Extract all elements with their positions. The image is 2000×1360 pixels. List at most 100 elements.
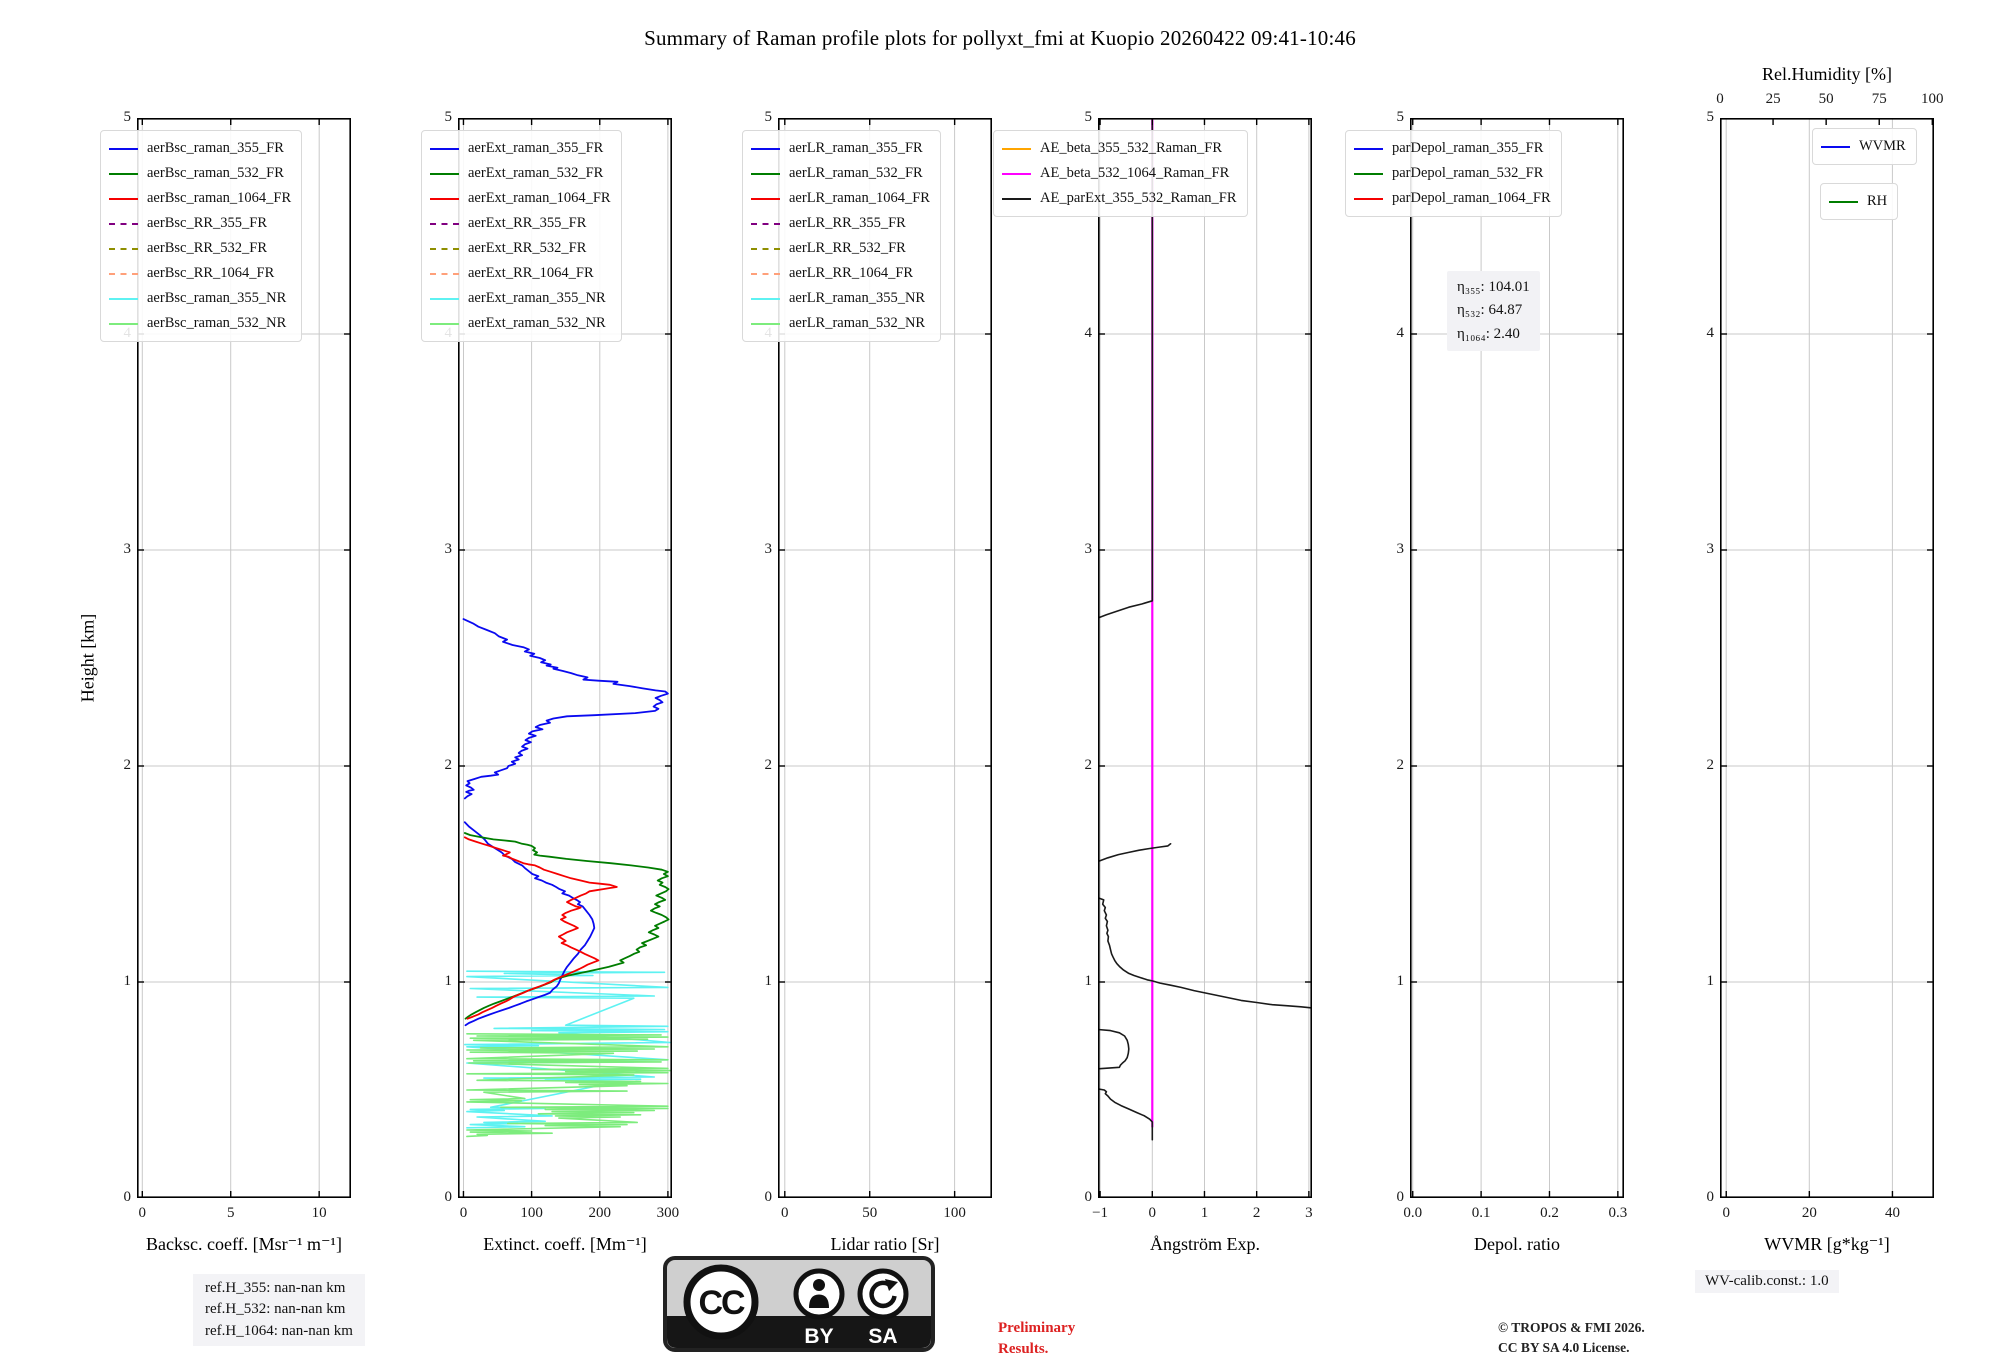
x-axis-label-extinction: Extinct. coeff. [Mm⁻¹] bbox=[483, 1234, 647, 1254]
legend-line-sample bbox=[430, 172, 459, 175]
legend-entry: aerExt_RR_355_FR bbox=[430, 211, 611, 236]
legend-entry: aerExt_raman_532_FR bbox=[430, 161, 611, 186]
legend-wvmr: WVMR bbox=[1812, 128, 1917, 165]
x-tick-label: 0.3 bbox=[1608, 1205, 1628, 1221]
axes-frame bbox=[458, 118, 672, 1198]
legend-label: AE_beta_532_1064_Raman_FR bbox=[1040, 165, 1230, 181]
ref-height-1064: ref.H_1064: nan-nan km bbox=[205, 1322, 353, 1339]
legend-label: parDepol_raman_532_FR bbox=[1392, 165, 1544, 181]
legend-label: aerLR_RR_355_FR bbox=[789, 215, 906, 231]
legend-entry: aerExt_raman_355_NR bbox=[430, 286, 611, 311]
y-tick-label: 5 bbox=[1396, 109, 1405, 125]
legend-line-sample bbox=[751, 322, 780, 325]
figure-title: Summary of Raman profile plots for polly… bbox=[644, 26, 1356, 50]
legend-label: aerLR_raman_355_NR bbox=[789, 290, 926, 306]
legend-depol: parDepol_raman_355_FR parDepol_raman_532_… bbox=[1345, 130, 1562, 217]
y-tick-label: 5 bbox=[1706, 109, 1715, 125]
legend-line-sample bbox=[1354, 172, 1383, 175]
series-aerExt_raman_1064_FR bbox=[463, 836, 618, 1020]
y-tick-label: 2 bbox=[123, 757, 132, 773]
x-tick-label: 0.1 bbox=[1471, 1205, 1491, 1221]
ref-height-355: ref.H_355: nan-nan km bbox=[205, 1280, 346, 1296]
legend-entry: aerBsc_raman_355_NR bbox=[109, 286, 291, 311]
legend-line-sample bbox=[430, 222, 459, 225]
top-tick-label: 50 bbox=[1818, 91, 1834, 107]
axes-frame bbox=[137, 118, 351, 1198]
legend-entry: parDepol_raman_532_FR bbox=[1354, 161, 1551, 186]
legend-backscatter: aerBsc_raman_355_FR aerBsc_raman_532_FR ae… bbox=[100, 130, 303, 342]
legend-line-sample bbox=[109, 297, 138, 300]
legend-entry: aerBsc_RR_355_FR bbox=[109, 211, 291, 236]
x-tick-label: 0.2 bbox=[1540, 1205, 1559, 1221]
legend-entry: aerLR_raman_355_FR bbox=[751, 136, 930, 161]
series-AE_parExt_355_532_Raman_FR bbox=[1098, 897, 1312, 1009]
legend-label: WVMR bbox=[1859, 138, 1906, 154]
legend-label: RH bbox=[1867, 193, 1888, 209]
x-tick-label: 300 bbox=[656, 1205, 680, 1221]
y-tick-label: 5 bbox=[123, 109, 132, 125]
series-aerExt_raman_532_NR bbox=[466, 1033, 671, 1138]
legend-label: aerBsc_raman_1064_FR bbox=[147, 190, 292, 206]
panel-wvmr bbox=[1720, 118, 1934, 1198]
legend-entry: aerLR_RR_1064_FR bbox=[751, 261, 930, 286]
legend-label: aerLR_RR_1064_FR bbox=[789, 265, 914, 281]
y-tick-label: 2 bbox=[764, 757, 773, 773]
top-tick-label: 100 bbox=[1921, 91, 1944, 107]
legend-line-sample bbox=[430, 272, 459, 275]
legend-entry: aerLR_RR_532_FR bbox=[751, 236, 930, 261]
top-tick-label: 0 bbox=[1716, 91, 1724, 107]
top-tick-label: 25 bbox=[1765, 91, 1781, 107]
series-aerExt_raman_355_FR bbox=[463, 821, 596, 1027]
attribution-person-icon bbox=[793, 1268, 845, 1320]
legend-label: aerExt_RR_532_FR bbox=[468, 240, 587, 256]
cc-logo-icon: CC bbox=[683, 1264, 759, 1340]
legend-entry: aerLR_RR_355_FR bbox=[751, 211, 930, 236]
legend-entry: RH bbox=[1829, 189, 1887, 214]
series-AE_parExt_355_532_Raman_FR bbox=[1098, 118, 1154, 619]
y-tick-label: 3 bbox=[123, 541, 132, 557]
legend-label: aerBsc_raman_355_NR bbox=[147, 290, 287, 306]
legend-label: aerBsc_raman_532_FR bbox=[147, 165, 284, 181]
x-tick-label: 0 bbox=[781, 1205, 789, 1221]
top-tick-label: 75 bbox=[1871, 91, 1887, 107]
panel-angstrom bbox=[1098, 118, 1312, 1198]
legend-entry: parDepol_raman_1064_FR bbox=[1354, 186, 1551, 211]
legend-line-sample bbox=[751, 172, 780, 175]
legend-entry: aerExt_RR_1064_FR bbox=[430, 261, 611, 286]
preliminary-line-1: Preliminary bbox=[998, 1320, 1076, 1336]
legend-entry: aerBsc_raman_532_FR bbox=[109, 161, 291, 186]
x-tick-label: 1 bbox=[1200, 1205, 1209, 1221]
x-tick-label: 100 bbox=[943, 1205, 966, 1221]
axes-frame bbox=[1720, 118, 1934, 1198]
cc-by-label: BY bbox=[804, 1325, 833, 1348]
legend-label: AE_parExt_355_532_Raman_FR bbox=[1040, 190, 1237, 206]
legend-entry: parDepol_raman_355_FR bbox=[1354, 136, 1551, 161]
legend-line-sample bbox=[751, 197, 780, 200]
x-tick-label: 0.0 bbox=[1403, 1205, 1423, 1221]
cc-by-sa-badge: CC BY SA bbox=[663, 1256, 935, 1352]
ref-height-532: ref.H_532: nan-nan km bbox=[205, 1301, 346, 1318]
x-tick-label: 0 bbox=[1722, 1205, 1730, 1221]
series-AE_parExt_355_532_Raman_FR bbox=[1098, 1028, 1130, 1070]
annotation-line: η₅₃₂: 64.87 bbox=[1457, 302, 1523, 319]
legend-line-sample bbox=[109, 147, 138, 150]
legend-label: aerExt_raman_355_FR bbox=[468, 140, 604, 156]
legend-label: aerExt_raman_532_FR bbox=[468, 165, 604, 181]
y-tick-label: 3 bbox=[1084, 541, 1093, 557]
legend-entry: aerLR_raman_532_NR bbox=[751, 311, 930, 336]
y-tick-label: 1 bbox=[764, 973, 773, 989]
legend-line-sample bbox=[1354, 147, 1383, 150]
legend-line-sample bbox=[1002, 172, 1031, 175]
legend-line-sample bbox=[751, 272, 780, 275]
series-aerExt_raman_532_FR bbox=[463, 832, 670, 1020]
legend-label: parDepol_raman_1064_FR bbox=[1392, 190, 1551, 206]
copyright-line-2: CC BY SA 4.0 License. bbox=[1498, 1339, 1630, 1355]
legend-line-sample bbox=[751, 297, 780, 300]
y-tick-label: 0 bbox=[1084, 1189, 1093, 1205]
x-tick-label: 50 bbox=[862, 1205, 878, 1221]
y-tick-label: 2 bbox=[1396, 757, 1405, 773]
series-AE_parExt_355_532_Raman_FR bbox=[1098, 843, 1172, 863]
legend-entry: aerExt_RR_532_FR bbox=[430, 236, 611, 261]
legend-entry: AE_beta_355_532_Raman_FR bbox=[1002, 136, 1237, 161]
legend-line-sample bbox=[1354, 197, 1383, 200]
